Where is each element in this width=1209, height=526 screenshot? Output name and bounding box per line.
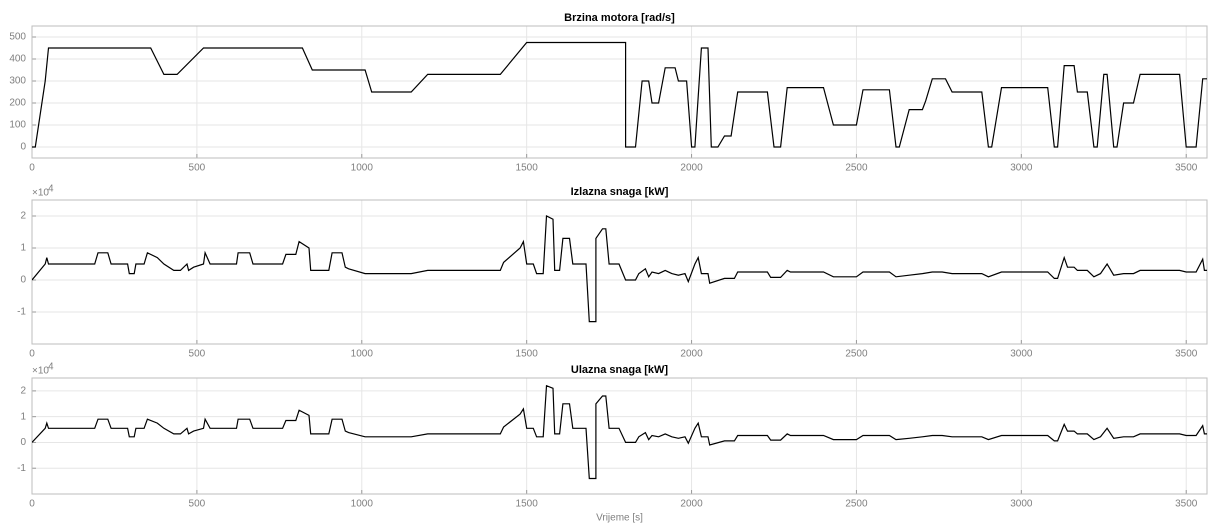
data-line: [32, 41, 1207, 148]
exponent-power: 4: [48, 184, 54, 195]
axes-box: [31, 25, 1208, 159]
y-tick-label: 2: [20, 386, 26, 397]
x-tick-label: 3500: [1175, 349, 1198, 360]
x-tick-label: 500: [189, 499, 206, 510]
axes-box: [31, 199, 1208, 345]
x-tick-label: 1500: [516, 499, 539, 510]
axes-background: [32, 26, 1207, 158]
data-line: [32, 215, 1207, 323]
chart-title: Ulazna snaga [kW]: [571, 364, 669, 376]
axes-box: [31, 377, 1208, 495]
chart-title: Brzina motora [rad/s]: [564, 12, 675, 24]
x-tick-label: 2500: [845, 163, 868, 174]
x-tick-label: 3000: [1010, 499, 1033, 510]
x-tick-label: 3500: [1175, 163, 1198, 174]
y-tick-label: -1: [17, 463, 26, 474]
x-tick-label: 3000: [1010, 349, 1033, 360]
chart-title: Izlazna snaga [kW]: [571, 186, 669, 198]
y-tick-label: 300: [9, 76, 26, 87]
y-tick-label: 1: [20, 411, 26, 422]
x-tick-label: 0: [29, 499, 35, 510]
exponent-base: ×10: [32, 366, 49, 377]
x-tick-label: 500: [189, 349, 206, 360]
y-tick-label: 2: [20, 211, 26, 222]
x-tick-label: 1000: [351, 499, 374, 510]
data-line: [32, 384, 1207, 480]
x-tick-label: 2500: [845, 499, 868, 510]
x-tick-label: 1500: [516, 163, 539, 174]
x-tick-label: 1000: [351, 349, 374, 360]
x-tick-label: 1500: [516, 349, 539, 360]
y-tick-label: 0: [20, 142, 26, 153]
x-tick-label: 3000: [1010, 163, 1033, 174]
x-tick-label: 0: [29, 349, 35, 360]
y-tick-label: 0: [20, 437, 26, 448]
y-tick-label: 1: [20, 243, 26, 254]
x-tick-label: 2000: [680, 163, 703, 174]
y-tick-label: 500: [9, 32, 26, 43]
y-tick-label: -1: [17, 307, 26, 318]
x-tick-label: 2000: [680, 499, 703, 510]
exponent-power: 4: [48, 362, 54, 373]
x-tick-label: 3500: [1175, 499, 1198, 510]
x-tick-label: 1000: [351, 163, 374, 174]
y-tick-label: 400: [9, 54, 26, 65]
x-tick-label: 500: [189, 163, 206, 174]
y-tick-label: 100: [9, 120, 26, 131]
y-tick-label: 0: [20, 275, 26, 286]
x-tick-label: 2000: [680, 349, 703, 360]
x-tick-label: 0: [29, 163, 35, 174]
y-tick-label: 200: [9, 98, 26, 109]
x-axis-label: Vrijeme [s]: [596, 513, 643, 524]
exponent-base: ×10: [32, 188, 49, 199]
x-tick-label: 2500: [845, 349, 868, 360]
